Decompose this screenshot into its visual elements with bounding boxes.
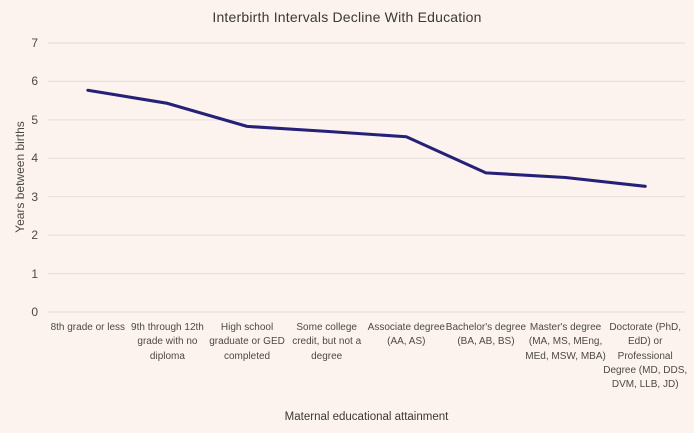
gridlines [48,42,685,313]
x-tick-label: 9th through 12th grade with no diploma [131,322,204,362]
x-tick-label: Bachelor's degree (BA, AB, BS) [445,322,527,348]
x-tick-label: Master's degree (MA, MS, MEng, MEd, MSW,… [525,322,606,362]
y-tick-label: 3 [31,189,38,204]
x-axis-title: Maternal educational attainment [284,411,449,423]
y-tick-label: 1 [31,266,38,281]
x-tick-label: 8th grade or less [50,322,126,333]
y-tick-label: 5 [31,112,38,127]
data-line [86,88,647,188]
y-tick-label: 0 [31,305,38,319]
x-tick-label: Associate degree (AA, AS) [367,322,445,348]
x-tick-label: High school graduate or GED completed [209,322,285,362]
x-tick-label: Some college credit, but not a degree [292,322,362,362]
y-tick-label: 7 [31,36,38,50]
chart-title: Interbirth Intervals Decline With Educat… [212,9,482,25]
x-tick-label: Doctorate (PhD, EdD) or Professional Deg… [603,322,688,391]
y-tick-label: 4 [31,151,38,166]
y-tick-label: 6 [31,74,38,89]
y-tick-label: 2 [31,228,38,243]
